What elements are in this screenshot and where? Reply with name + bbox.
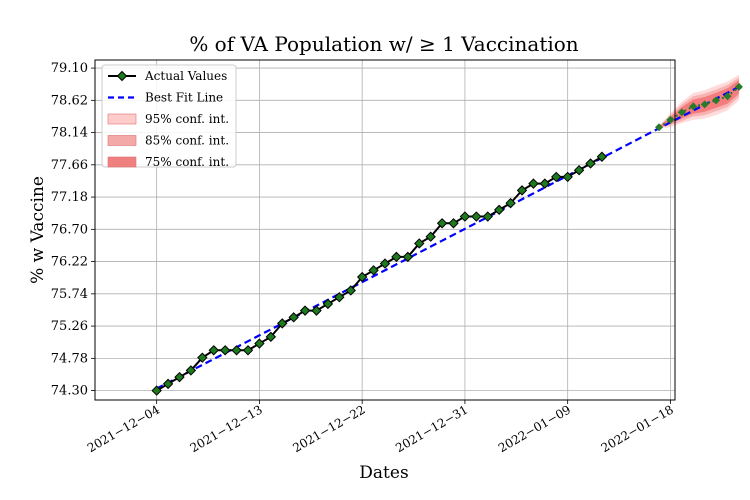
x-tick-label: 2021−12−13 bbox=[188, 402, 265, 455]
data-point bbox=[219, 345, 231, 356]
forecast-point bbox=[700, 100, 709, 109]
legend-label: 75% conf. int. bbox=[145, 155, 229, 169]
data-point bbox=[254, 338, 265, 349]
data-point bbox=[562, 171, 573, 183]
data-point bbox=[368, 265, 379, 276]
data-point bbox=[516, 185, 528, 196]
data-point bbox=[596, 151, 608, 162]
data-point bbox=[311, 305, 322, 316]
forecast-point bbox=[655, 123, 664, 132]
data-point bbox=[151, 385, 162, 396]
data-point bbox=[345, 285, 356, 296]
data-point bbox=[185, 365, 197, 376]
legend-label: Best Fit Line bbox=[145, 91, 223, 105]
data-point bbox=[482, 211, 493, 222]
y-tick-label: 76.70 bbox=[51, 222, 88, 237]
data-point bbox=[402, 251, 414, 263]
x-axis-label: Dates bbox=[359, 463, 408, 483]
data-point bbox=[322, 298, 334, 310]
x-tick-label: 2022−01−18 bbox=[599, 402, 676, 455]
y-tick-label: 74.78 bbox=[51, 351, 88, 366]
data-point bbox=[551, 171, 562, 183]
forecast-point bbox=[734, 82, 743, 91]
legend-handle-patch bbox=[107, 113, 137, 125]
data-point bbox=[288, 312, 299, 323]
data-point bbox=[242, 345, 254, 356]
legend-items: Actual Values Best Fit Line 95% conf. int.… bbox=[107, 69, 229, 169]
data-point bbox=[231, 345, 242, 356]
forecast-point bbox=[677, 108, 686, 117]
data-point bbox=[539, 178, 551, 189]
data-point bbox=[471, 211, 482, 222]
legend: Actual Values Best Fit Line 95% conf. int.… bbox=[101, 64, 237, 169]
y-tick-label: 76.22 bbox=[51, 255, 88, 270]
x-tick-label: 2022−01−09 bbox=[496, 402, 573, 455]
data-point bbox=[197, 352, 208, 363]
y-tick-label: 77.66 bbox=[51, 158, 88, 173]
data-point bbox=[528, 178, 539, 189]
legend-handle-patch bbox=[107, 156, 137, 168]
actual-values-line bbox=[156, 155, 603, 392]
forecast-point bbox=[712, 96, 721, 105]
chart-title: % of VA Population w/ ≥ 1 Vaccination bbox=[189, 32, 578, 56]
data-point bbox=[379, 258, 391, 269]
confidence-bands bbox=[659, 74, 739, 129]
data-point bbox=[448, 218, 459, 229]
data-point bbox=[493, 204, 505, 216]
x-tick-label: 2021−12−31 bbox=[393, 402, 470, 455]
data-point bbox=[299, 305, 311, 316]
y-tick-label: 75.74 bbox=[51, 287, 88, 302]
data-point bbox=[459, 211, 471, 222]
x-tick-label: 2021−12−22 bbox=[290, 402, 367, 455]
forecast-point bbox=[723, 92, 732, 101]
confidence-band bbox=[659, 80, 739, 128]
legend-label: 85% conf. int. bbox=[145, 134, 229, 148]
data-point bbox=[174, 371, 185, 383]
y-tick-label: 79.10 bbox=[51, 61, 88, 76]
data-point bbox=[391, 251, 402, 263]
data-point bbox=[585, 158, 596, 169]
data-point bbox=[573, 164, 585, 176]
data-point bbox=[414, 238, 425, 249]
y-tick-label: 78.14 bbox=[51, 126, 88, 141]
data-point bbox=[334, 291, 345, 303]
y-tick-label: 74.30 bbox=[51, 384, 88, 399]
plot-frame bbox=[94, 59, 676, 401]
forecast-point bbox=[666, 115, 675, 124]
best-fit-line bbox=[156, 85, 740, 390]
data-point bbox=[277, 318, 288, 329]
best-fit-layer bbox=[156, 85, 740, 390]
legend-label: Actual Values bbox=[144, 69, 227, 83]
y-tick-label: 77.18 bbox=[51, 190, 88, 205]
y-tick-label: 78.62 bbox=[51, 93, 88, 108]
data-point bbox=[425, 231, 436, 242]
series-layer bbox=[151, 82, 743, 396]
data-point bbox=[436, 218, 448, 229]
y-tick-label: 75.26 bbox=[51, 319, 88, 334]
data-point bbox=[208, 345, 219, 356]
data-point bbox=[162, 378, 174, 390]
data-point bbox=[265, 331, 277, 343]
legend-label: 95% conf. int. bbox=[145, 112, 229, 126]
data-point bbox=[505, 197, 516, 209]
legend-handle-patch bbox=[107, 135, 137, 146]
legend-handle-marker bbox=[116, 70, 128, 82]
forecast-point bbox=[689, 102, 698, 111]
data-point bbox=[356, 271, 368, 283]
y-axis-label: % w Vaccine bbox=[28, 176, 48, 284]
x-tick-label: 2021−12−04 bbox=[85, 402, 163, 455]
